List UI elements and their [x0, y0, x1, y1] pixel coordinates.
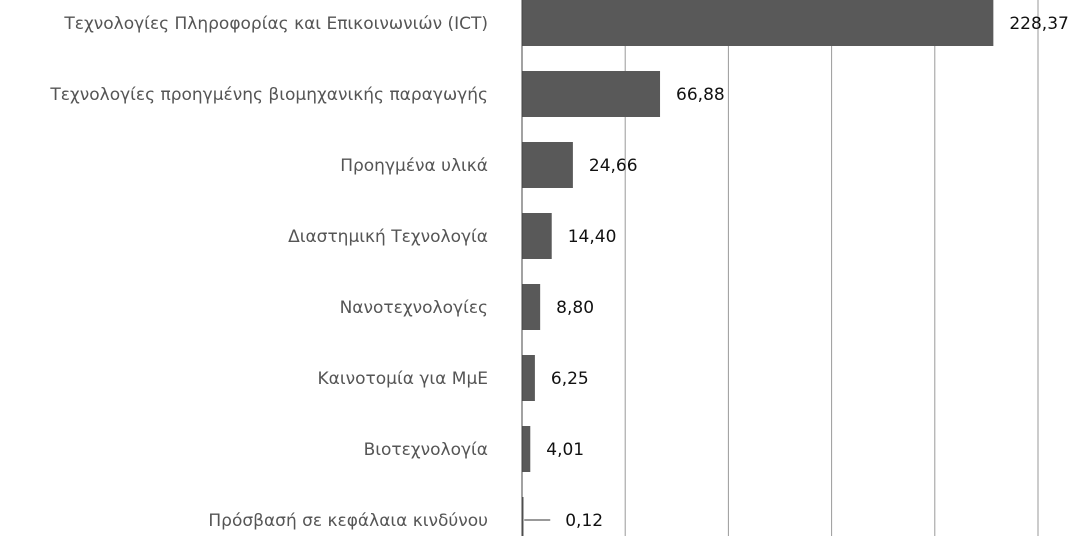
bar — [522, 284, 541, 330]
value-label: 14,40 — [568, 227, 617, 247]
bar — [522, 213, 552, 259]
value-label: 24,66 — [589, 156, 638, 176]
bar — [522, 355, 535, 401]
bar — [522, 0, 994, 46]
bar — [522, 426, 531, 472]
bar — [522, 142, 573, 188]
bar — [522, 497, 524, 536]
category-label: Τεχνολογίες Πληροφορίας και Επικοινωνιών… — [63, 14, 488, 34]
value-label: 228,37 — [1009, 14, 1068, 34]
category-label: Προηγμένα υλικά — [340, 156, 488, 176]
category-label: Βιοτεχνολογία — [364, 440, 488, 460]
value-label: 0,12 — [565, 511, 603, 531]
value-label: 66,88 — [676, 85, 725, 105]
value-label: 4,01 — [546, 440, 584, 460]
category-label: Διαστημική Τεχνολογία — [288, 227, 488, 247]
category-label: Νανοτεχνολογίες — [340, 298, 488, 318]
value-label: 6,25 — [551, 369, 589, 389]
category-label: Τεχνολογίες προηγμένης βιομηχανικής παρα… — [49, 85, 488, 105]
value-label: 8,80 — [556, 298, 594, 318]
category-label: Πρόσβασή σε κεφάλαια κινδύνου — [208, 511, 488, 531]
bar — [522, 71, 661, 117]
category-label: Καινοτομία για ΜμΕ — [318, 369, 488, 389]
